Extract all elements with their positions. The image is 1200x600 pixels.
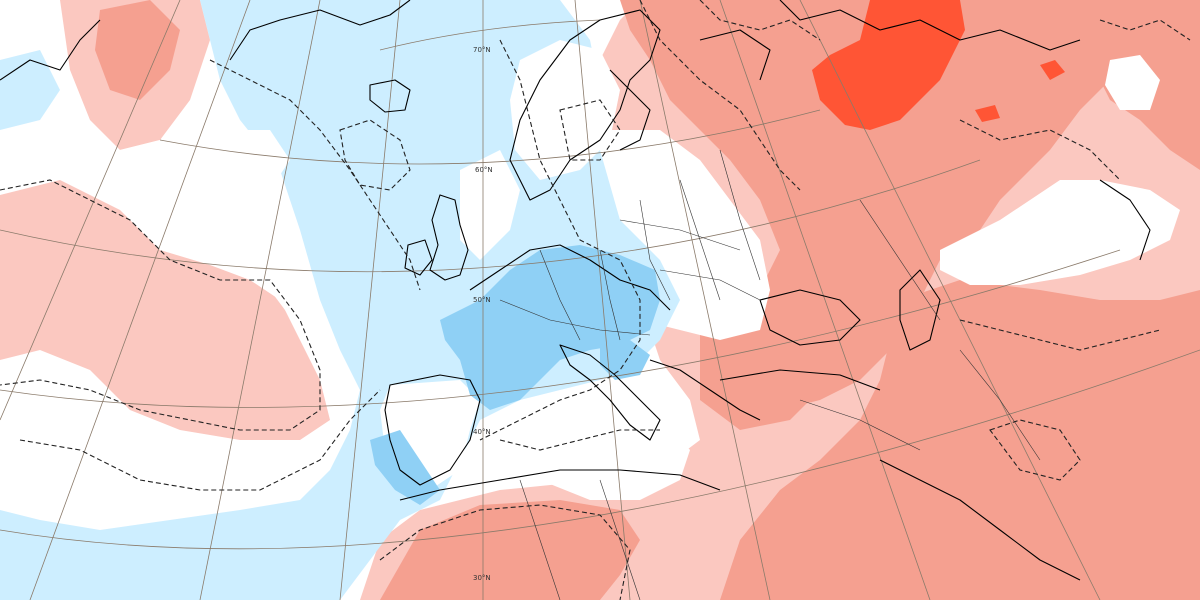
coast-greenland-west xyxy=(0,19,101,81)
meridian-20e xyxy=(639,0,771,600)
parallel-50n xyxy=(0,159,981,273)
warm-strong-spot-2 xyxy=(975,105,1000,122)
contour-europe-west xyxy=(479,39,641,441)
cool-medium-western-europe xyxy=(440,245,660,410)
contour-central xyxy=(699,0,821,41)
border-9 xyxy=(859,199,941,321)
warm-medium-greenland-east xyxy=(95,0,180,100)
parallel-70n xyxy=(379,19,601,51)
contour-africa xyxy=(379,504,631,600)
contour-atlantic-1 xyxy=(0,179,321,431)
border-7 xyxy=(619,219,741,251)
warm-strong-core xyxy=(812,0,965,130)
cool-medium-adriatic xyxy=(600,340,650,380)
border-2 xyxy=(599,249,621,341)
latitude-labels: 70°N 60°N 50°N 40°N 30°N xyxy=(473,46,493,582)
neutral-atlantic-patch xyxy=(230,130,290,190)
coast-turkey xyxy=(719,369,881,391)
warm-medium-balkans xyxy=(700,320,820,430)
meridian-30w xyxy=(29,0,251,600)
contour-east xyxy=(959,119,1121,181)
contour-atlantic-2 xyxy=(19,389,381,491)
contour-ne xyxy=(1099,19,1191,41)
coast-white-sea xyxy=(699,29,771,81)
neutral-caspian xyxy=(940,180,1180,285)
cool-medium-anomaly-layer xyxy=(370,245,660,505)
coast-iceland xyxy=(369,79,411,113)
parallel-30n xyxy=(0,349,1200,550)
coast-italy xyxy=(559,344,661,441)
lat-label-30n: 30°N xyxy=(473,574,491,582)
cool-medium-gibraltar xyxy=(370,430,440,505)
neutral-south-atlantic xyxy=(50,450,250,505)
border-5 xyxy=(719,149,761,281)
contour-asia xyxy=(959,319,1161,351)
border-6 xyxy=(499,299,651,336)
meridian-10e xyxy=(574,0,631,600)
contour-med xyxy=(499,429,660,451)
coast-arctic-russia xyxy=(779,0,1081,51)
lat-label-40n: 40°N xyxy=(473,428,491,436)
border-11 xyxy=(959,349,1041,461)
neutral-atlantic-upper xyxy=(120,130,360,410)
border-4 xyxy=(679,179,721,301)
border-3 xyxy=(639,199,671,301)
neutral-mediterranean xyxy=(520,410,690,500)
parallel-40n xyxy=(0,249,1121,408)
neutral-ne-patch xyxy=(1105,55,1160,110)
coast-caspian-east xyxy=(1099,179,1151,261)
coast-black-sea xyxy=(759,289,861,346)
coastlines xyxy=(0,0,1151,581)
warm-medium-russia xyxy=(620,0,1120,410)
border-12 xyxy=(519,479,561,600)
coast-western-europe xyxy=(469,244,671,311)
coast-middle-east xyxy=(879,459,1081,581)
coast-ireland xyxy=(404,239,433,276)
parallel-60n xyxy=(159,109,821,165)
warm-strong-anomaly-layer xyxy=(812,0,1065,130)
meridian-40w xyxy=(0,0,181,421)
coast-north-africa xyxy=(399,469,721,501)
warm-strong-spot-1 xyxy=(1040,60,1065,80)
warm-medium-asia xyxy=(720,280,1200,600)
border-13 xyxy=(599,479,641,600)
cool-light-north-atlantic xyxy=(0,0,680,600)
lat-label-50n: 50°N xyxy=(473,296,491,304)
coast-iberia xyxy=(384,374,481,486)
coast-finland xyxy=(609,69,651,151)
meridian-20w xyxy=(199,0,321,600)
coast-greenland-south xyxy=(229,0,411,61)
border-1 xyxy=(539,249,581,341)
coast-scandinavia xyxy=(509,9,661,201)
meridian-10w xyxy=(339,0,401,600)
contour-north-atlantic xyxy=(209,59,421,291)
warm-medium-nafrica xyxy=(380,500,640,600)
neutral-north-sea xyxy=(460,150,520,260)
contour-scand xyxy=(559,99,621,161)
coast-balkans xyxy=(649,359,761,421)
meridian-30e xyxy=(719,0,931,600)
meridian-40e xyxy=(799,0,1101,600)
lat-label-70n: 70°N xyxy=(473,46,491,54)
coast-caspian xyxy=(899,269,941,351)
contour-middle-east xyxy=(989,419,1081,481)
contour-russia xyxy=(639,0,801,191)
border-10 xyxy=(799,399,921,451)
coast-britain xyxy=(429,194,469,281)
contour-iceland xyxy=(339,119,411,191)
country-borders xyxy=(499,149,1041,600)
lat-label-60n: 60°N xyxy=(475,166,493,174)
border-8 xyxy=(659,269,761,301)
